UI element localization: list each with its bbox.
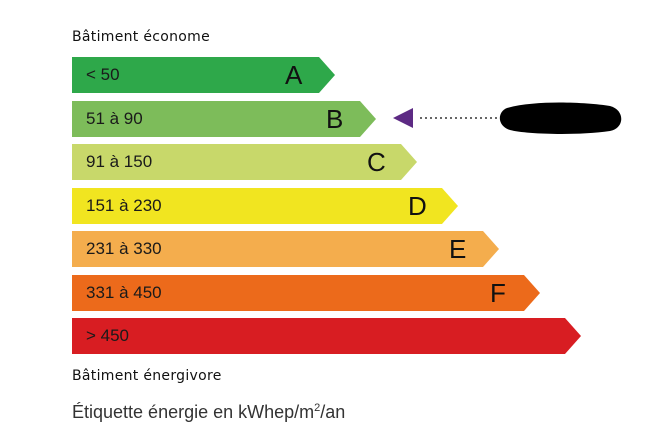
- class-letter: B: [326, 104, 344, 134]
- energy-class-e: 231 à 330 E: [72, 231, 499, 267]
- energy-class-b: 51 à 90 B: [72, 101, 376, 137]
- class-letter: A: [285, 60, 303, 90]
- class-range: 231 à 330: [86, 239, 162, 258]
- class-range: 331 à 450: [86, 283, 162, 302]
- class-range: 91 à 150: [86, 152, 153, 171]
- redacted-value: [499, 102, 622, 134]
- energy-class-c: 91 à 150 C: [72, 144, 417, 180]
- class-range: > 450: [86, 326, 130, 345]
- indicator: [393, 102, 622, 134]
- energy-class-f: 331 à 450 F: [72, 275, 540, 311]
- class-range: < 50: [86, 65, 120, 84]
- bottom-label: Bâtiment énergivore: [72, 368, 222, 384]
- top-label: Bâtiment économe: [72, 29, 210, 45]
- energy-class-d: 151 à 230 D: [72, 188, 458, 224]
- energy-class-a: < 50 A: [72, 57, 335, 93]
- unit-caption: Étiquette énergie en kWhep/m2/an: [72, 402, 346, 422]
- class-letter: C: [367, 147, 386, 177]
- energy-class-g: > 450: [72, 318, 581, 354]
- class-letter: D: [408, 191, 427, 221]
- indicator-arrow-icon: [393, 108, 413, 128]
- class-range: 151 à 230: [86, 196, 162, 215]
- class-letter: E: [449, 234, 467, 264]
- class-letter: F: [490, 278, 506, 308]
- class-range: 51 à 90: [86, 109, 143, 128]
